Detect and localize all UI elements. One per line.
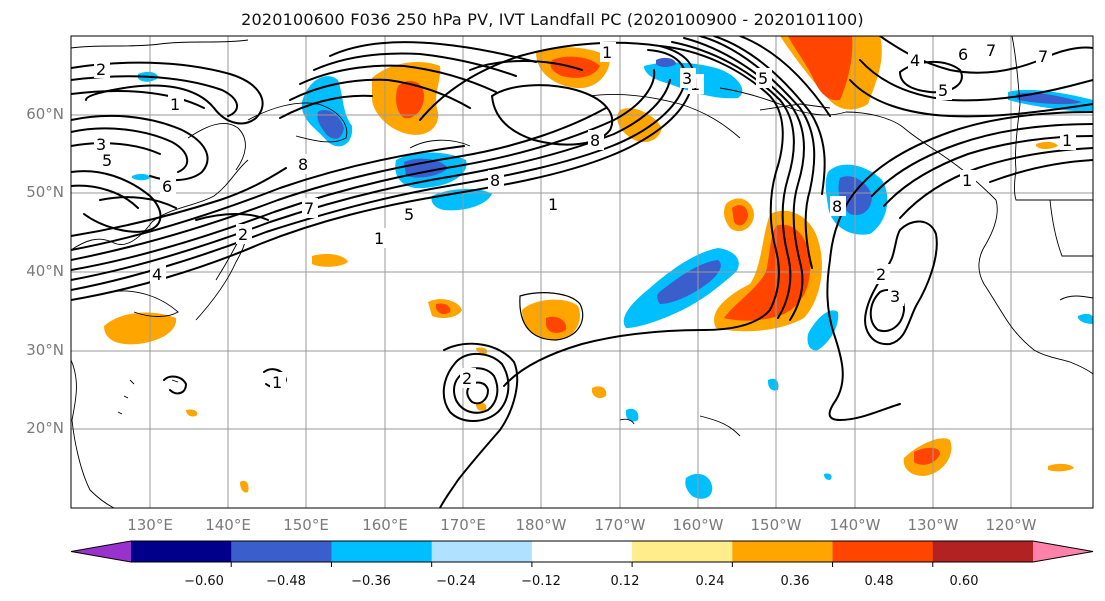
colorbar-segment bbox=[632, 541, 733, 562]
pv-contours bbox=[71, 36, 1093, 508]
contour-label: 2 bbox=[876, 265, 886, 284]
colorbar-outline bbox=[70, 540, 1094, 563]
colorbar-tick-label: 0.12 bbox=[610, 574, 640, 589]
contour-label: 2 bbox=[238, 225, 248, 244]
colorbar-segment bbox=[832, 541, 934, 562]
contour-label: 5 bbox=[404, 205, 414, 224]
lon-label: 170°E bbox=[440, 516, 486, 534]
colorbar-segment bbox=[732, 541, 834, 562]
lon-label: 130°E bbox=[127, 516, 173, 534]
colorbar-segment bbox=[331, 541, 433, 562]
lat-label: 30°N bbox=[26, 341, 64, 359]
lon-label: 140°W bbox=[829, 516, 881, 534]
colorbar-segment bbox=[932, 541, 1034, 562]
colorbar-tick-label: −0.24 bbox=[436, 574, 476, 589]
contour-label: 5 bbox=[938, 81, 948, 100]
contour-label: 5 bbox=[102, 151, 112, 170]
contour-label: 3 bbox=[890, 287, 900, 306]
contour-label: 8 bbox=[590, 131, 600, 150]
lon-label: 150°E bbox=[283, 516, 329, 534]
contour-label: 8 bbox=[490, 171, 500, 190]
contour-label: 6 bbox=[162, 177, 172, 196]
contour-label: 1 bbox=[1062, 131, 1072, 150]
contour-label: 7 bbox=[1038, 47, 1048, 66]
lat-label: 40°N bbox=[26, 262, 64, 280]
contour-label: 1 bbox=[374, 229, 384, 248]
map-title: 2020100600 F036 250 hPa PV, IVT Landfall… bbox=[241, 10, 864, 29]
contour-label: 7 bbox=[304, 199, 314, 218]
contour-label: 3 bbox=[682, 69, 692, 88]
colorbar-segment bbox=[1033, 541, 1093, 562]
colorbar-tick-label: 0.60 bbox=[949, 574, 979, 589]
lon-label: 120°W bbox=[985, 516, 1037, 534]
graticule bbox=[71, 36, 1093, 508]
contour-label: 1 bbox=[548, 195, 558, 214]
colorbar-segment bbox=[231, 541, 332, 562]
colorbar-tick-label: 0.48 bbox=[864, 574, 894, 589]
colorbar-tick-label: 0.36 bbox=[780, 574, 810, 589]
contour-label: 5 bbox=[758, 69, 768, 88]
contour-label: 3 bbox=[96, 135, 106, 154]
colorbar-segment bbox=[131, 541, 232, 562]
lon-label: 170°W bbox=[594, 516, 646, 534]
lon-label: 160°E bbox=[362, 516, 408, 534]
contour-label: 7 bbox=[986, 41, 996, 60]
colorbar-tick-label: −0.60 bbox=[184, 574, 224, 589]
contour-labels: 2 1 3 5 6 8 7 1 5 1 8 8 1 5 4 6 7 5 3 2 … bbox=[94, 40, 1076, 392]
colorbar-tick-label: −0.48 bbox=[266, 574, 306, 589]
lat-label: 60°N bbox=[26, 105, 64, 123]
contour-label: 6 bbox=[958, 45, 968, 64]
map-frame bbox=[70, 35, 1094, 509]
colorbar-tick-label: −0.36 bbox=[351, 574, 391, 589]
lat-label: 50°N bbox=[26, 183, 64, 201]
negative-anomaly-shading bbox=[132, 57, 1093, 499]
contour-label: 1 bbox=[602, 43, 612, 62]
lon-label: 160°W bbox=[672, 516, 724, 534]
contour-label: 8 bbox=[832, 197, 842, 216]
contour-label: 2 bbox=[96, 60, 106, 79]
contour-label: 1 bbox=[170, 95, 180, 114]
lon-label: 140°E bbox=[205, 516, 251, 534]
contour-label: 4 bbox=[910, 51, 920, 70]
contour-label: 4 bbox=[152, 265, 162, 284]
colorbar-tick-label: −0.12 bbox=[521, 574, 561, 589]
colorbar-segment bbox=[71, 541, 131, 562]
lon-label: 150°W bbox=[750, 516, 802, 534]
positive-anomaly-shading bbox=[104, 36, 1074, 493]
contour-label: 2 bbox=[462, 369, 472, 388]
colorbar-segment bbox=[531, 541, 633, 562]
coastlines bbox=[71, 36, 1093, 508]
lon-label: 180°W bbox=[515, 516, 567, 534]
colorbar-tick-label: 0.24 bbox=[695, 574, 725, 589]
lat-label: 20°N bbox=[26, 419, 64, 437]
contour-label: 1 bbox=[272, 373, 282, 392]
lon-label: 130°W bbox=[907, 516, 959, 534]
colorbar bbox=[70, 540, 1094, 567]
contour-label: 1 bbox=[962, 171, 972, 190]
colorbar-segment bbox=[431, 541, 533, 562]
contour-label: 8 bbox=[298, 155, 308, 174]
